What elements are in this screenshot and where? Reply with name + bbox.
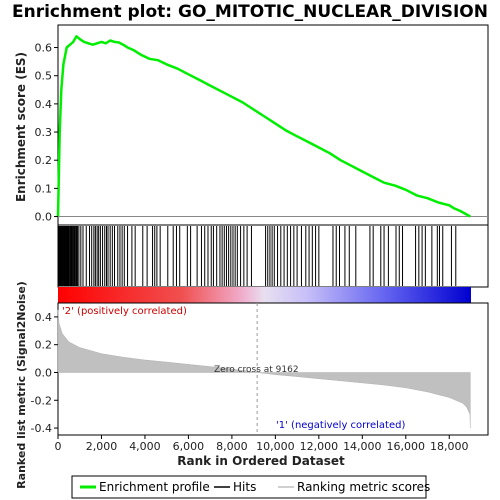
positive-correlation-label: '2' (positively correlated) — [62, 306, 187, 317]
es-y-tick-label-2: 0.2 — [35, 154, 53, 167]
x-tick-label-2: 4,000 — [129, 440, 161, 453]
ranking-metric-area — [57, 309, 471, 429]
metric-y-tick-label-2: 0.0 — [35, 366, 53, 379]
metric-layer — [57, 303, 471, 435]
legend-enrichment-label: Enrichment profile — [99, 480, 210, 494]
enrichment-profile-line — [56, 35, 471, 218]
es-y-axis-label: Enrichment score (ES) — [14, 52, 28, 202]
metric-y-tick-label-4: 0.4 — [35, 311, 53, 324]
x-axis-label: Rank in Ordered Dataset — [177, 454, 345, 468]
metric-y-tick-label-1: -0.2 — [31, 394, 52, 407]
x-tick-label-7: 14,000 — [343, 440, 382, 453]
x-tick-label-3: 6,000 — [173, 440, 205, 453]
x-tick-label-9: 18,000 — [430, 440, 469, 453]
hits-panel — [57, 224, 489, 288]
x-tick-label-0: 0 — [55, 440, 62, 453]
heatmap-bar — [58, 287, 471, 303]
axes-layer: 0.0 0.1 0.2 0.3 0.4 0.5 0.6 -0.4 -0.2 0.0 0.2 0.4 0 2… — [31, 42, 469, 453]
negative-correlation-label: '1' (negatively correlated) — [276, 420, 405, 431]
x-tick-label-1: 2,000 — [86, 440, 118, 453]
x-tick-label-5: 10,000 — [256, 440, 295, 453]
x-tick-label-8: 16,000 — [387, 440, 426, 453]
x-tick-label-4: 8,000 — [216, 440, 248, 453]
es-y-tick-label-1: 0.1 — [35, 182, 53, 195]
es-y-tick-label-6: 0.6 — [35, 42, 53, 55]
es-panel — [57, 24, 489, 226]
es-y-tick-label-5: 0.5 — [35, 70, 53, 83]
es-layer — [56, 35, 488, 218]
es-y-tick-label-0: 0.0 — [35, 211, 53, 224]
legend-metric-label: Ranking metric scores — [297, 480, 430, 494]
es-y-tick-label-3: 0.3 — [35, 126, 53, 139]
hits-layer — [57, 226, 457, 286]
es-y-tick-label-4: 0.4 — [35, 98, 53, 111]
zero-cross-label: Zero cross at 9162 — [214, 365, 299, 375]
legend-hits-label: Hits — [233, 480, 256, 494]
metric-y-axis-label: Ranked list metric (Signal2Noise) — [15, 281, 28, 489]
chart-title: Enrichment plot: GO_MITOTIC_NUCLEAR_DIVI… — [12, 2, 488, 22]
metric-y-tick-label-3: 0.2 — [35, 339, 53, 352]
legend-box — [71, 475, 427, 499]
metric-y-tick-label-0: -0.4 — [31, 422, 52, 435]
x-tick-label-6: 12,000 — [300, 440, 339, 453]
